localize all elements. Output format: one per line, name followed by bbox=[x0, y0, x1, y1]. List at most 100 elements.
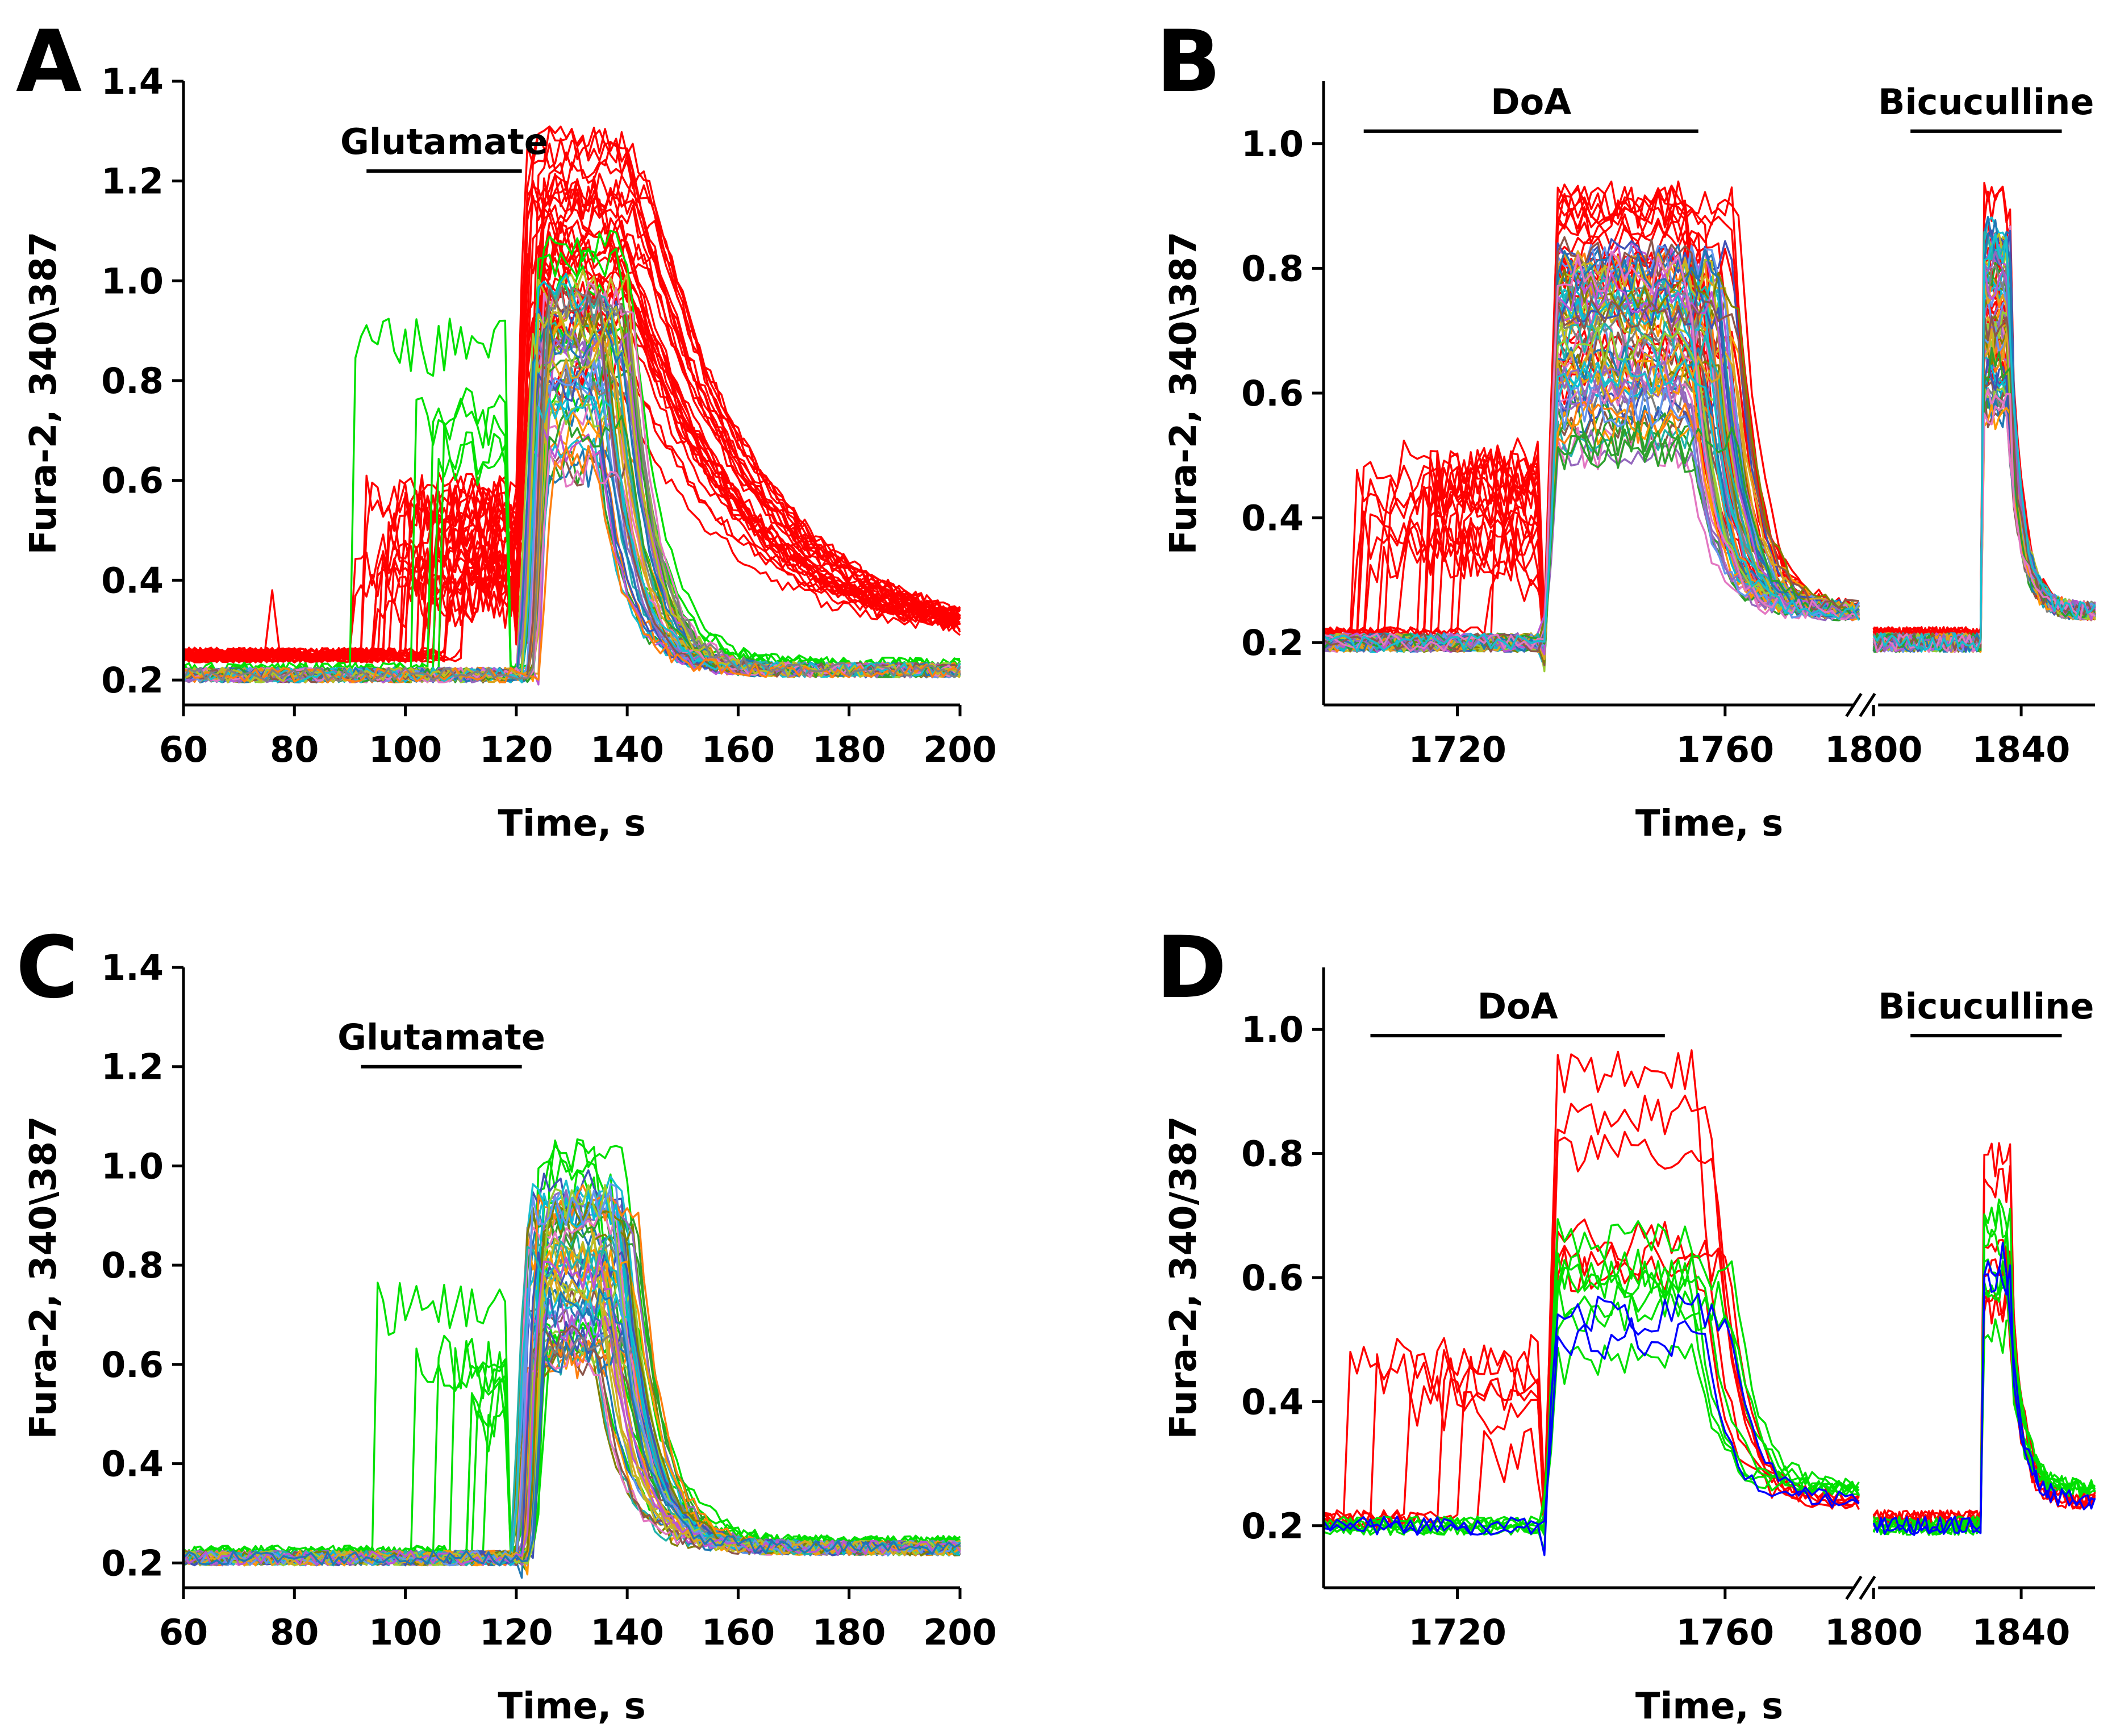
axes-c: 0.2 0.4 0.6 0.8 1.0 1.2 1.4 60 80 100 120 140 160 180… bbox=[23, 947, 997, 1727]
y-tick-label-c: 0.4 bbox=[101, 1443, 164, 1485]
x-tick-label-a: 160 bbox=[702, 729, 775, 770]
trace-b bbox=[1322, 249, 1860, 653]
x-tick-label-c: 100 bbox=[369, 1612, 442, 1653]
y-tick-label-d: 0.8 bbox=[1241, 1133, 1304, 1175]
y-tick-label-b: 0.4 bbox=[1241, 498, 1304, 539]
x-axis-label-d: Time, s bbox=[1635, 1685, 1783, 1727]
x-tick-label-d: 1800 bbox=[1825, 1612, 1923, 1653]
trace-d bbox=[1323, 1292, 1860, 1556]
trace-d bbox=[1322, 1317, 1860, 1536]
trace-c bbox=[183, 1344, 961, 1567]
traces-a bbox=[182, 125, 961, 686]
trace-d bbox=[1323, 1218, 1860, 1530]
trace-b bbox=[1322, 420, 1860, 653]
y-tick-label-c: 0.8 bbox=[101, 1245, 164, 1286]
x-tick-label-a: 80 bbox=[270, 729, 319, 770]
trace-d bbox=[1322, 1049, 1860, 1534]
traces-b bbox=[1322, 180, 2096, 673]
trace-d bbox=[1323, 1249, 1860, 1536]
y-tick-label-b: 0.6 bbox=[1241, 373, 1304, 414]
trace-c bbox=[182, 1253, 961, 1566]
x-tick-label-d: 1720 bbox=[1408, 1612, 1506, 1653]
trace-c bbox=[183, 1334, 961, 1567]
trace-c bbox=[182, 1326, 961, 1566]
y-tick-label-a: 1.2 bbox=[101, 161, 164, 202]
bicuculline-label-b: Bicuculline bbox=[1878, 81, 2094, 123]
y-tick-label-c: 1.0 bbox=[101, 1145, 164, 1187]
y-tick-label-d: 0.4 bbox=[1241, 1381, 1304, 1422]
panel-a: A 0.2 0.4 0.6 0.8 1.0 1.2 1.4 60 80 100 120 140 160 18… bbox=[16, 12, 997, 845]
doa-label-d: DoA bbox=[1478, 986, 1558, 1027]
axes-a: 0.2 0.4 0.6 0.8 1.0 1.2 1.4 60 80 100 120 140 160 180… bbox=[23, 61, 997, 845]
trace-c bbox=[183, 1253, 961, 1566]
panel-label-d: D bbox=[1156, 919, 1227, 1017]
trace-b bbox=[1872, 232, 2096, 652]
trace-c bbox=[183, 1209, 961, 1567]
y-tick-label-b: 1.0 bbox=[1241, 123, 1304, 165]
axes-d: 0.2 0.4 0.6 0.8 1.0 1720 1760 1800 1840 Time, s Fu… bbox=[1163, 967, 2095, 1727]
panel-label-a: A bbox=[16, 12, 82, 111]
trace-d bbox=[1872, 1198, 2096, 1534]
x-axis-label-a: Time, s bbox=[498, 803, 645, 845]
trace-c bbox=[183, 1342, 961, 1567]
y-tick-label-a: 0.4 bbox=[101, 560, 164, 601]
axes-b: 0.2 0.4 0.6 0.8 1.0 1720 1760 1800 1840 Time, s Fu… bbox=[1163, 81, 2095, 845]
axis-break-mark bbox=[1845, 1575, 1863, 1600]
trace-a bbox=[182, 295, 961, 684]
trace-b bbox=[1323, 250, 1860, 652]
x-tick-label-c: 80 bbox=[270, 1612, 319, 1653]
trace-a bbox=[182, 294, 961, 683]
y-tick-label-c: 1.2 bbox=[101, 1046, 164, 1088]
trace-a bbox=[182, 358, 961, 663]
trace-c bbox=[182, 1284, 961, 1567]
x-tick-label-c: 180 bbox=[812, 1612, 886, 1653]
x-tick-label-b: 1720 bbox=[1408, 729, 1506, 770]
axis-break-mark bbox=[1859, 1575, 1876, 1600]
trace-a bbox=[183, 265, 961, 679]
trace-c bbox=[182, 1249, 961, 1567]
x-tick-label-c: 160 bbox=[702, 1612, 775, 1653]
y-tick-label-d: 0.2 bbox=[1241, 1505, 1304, 1547]
x-tick-label-b: 1800 bbox=[1825, 729, 1923, 770]
y-axis-label-b: Fura-2, 340\387 bbox=[1163, 231, 1205, 554]
trace-d bbox=[1322, 1280, 1860, 1536]
trace-a bbox=[182, 286, 961, 683]
y-tick-label-a: 0.8 bbox=[101, 360, 164, 402]
trace-a bbox=[183, 403, 961, 683]
panel-c: C 0.2 0.4 0.6 0.8 1.0 1.2 1.4 60 80 100 120 140 160 18… bbox=[16, 919, 997, 1727]
doa-label-b: DoA bbox=[1491, 81, 1571, 123]
trace-d bbox=[1323, 1130, 1860, 1528]
x-tick-label-c: 120 bbox=[479, 1612, 553, 1653]
x-tick-label-a: 120 bbox=[479, 729, 553, 770]
trace-c bbox=[183, 1207, 961, 1566]
trace-a bbox=[182, 311, 961, 663]
x-tick-label-c: 60 bbox=[159, 1612, 208, 1653]
panel-b: B 0.2 0.4 0.6 0.8 1.0 1720 1760 1800 1840 Time, s F… bbox=[1156, 12, 2096, 845]
x-tick-label-a: 60 bbox=[159, 729, 208, 770]
trace-a bbox=[182, 395, 961, 683]
trace-a bbox=[183, 370, 961, 683]
x-tick-label-a: 140 bbox=[590, 729, 663, 770]
trace-b bbox=[1322, 413, 1860, 665]
y-tick-label-c: 0.6 bbox=[101, 1344, 164, 1386]
y-tick-label-a: 1.4 bbox=[101, 61, 164, 102]
x-tick-label-a: 100 bbox=[369, 729, 442, 770]
trace-c bbox=[183, 1333, 961, 1567]
trace-c bbox=[182, 1339, 961, 1567]
trace-d bbox=[1872, 1264, 2096, 1535]
y-tick-label-b: 0.2 bbox=[1241, 622, 1304, 663]
y-tick-label-c: 1.4 bbox=[101, 947, 164, 988]
trace-b bbox=[1323, 357, 1860, 653]
x-tick-label-a: 180 bbox=[812, 729, 886, 770]
trace-a bbox=[183, 445, 961, 684]
x-tick-label-c: 140 bbox=[590, 1612, 663, 1653]
axis-break-mark bbox=[1845, 692, 1863, 717]
trace-c bbox=[182, 1175, 961, 1566]
y-tick-label-a: 0.2 bbox=[101, 660, 164, 701]
trace-a bbox=[182, 370, 961, 683]
axis-break-mark bbox=[1859, 692, 1876, 717]
bicuculline-label-d: Bicuculline bbox=[1878, 986, 2094, 1027]
trace-c bbox=[182, 1287, 961, 1567]
trace-c bbox=[182, 1169, 961, 1567]
